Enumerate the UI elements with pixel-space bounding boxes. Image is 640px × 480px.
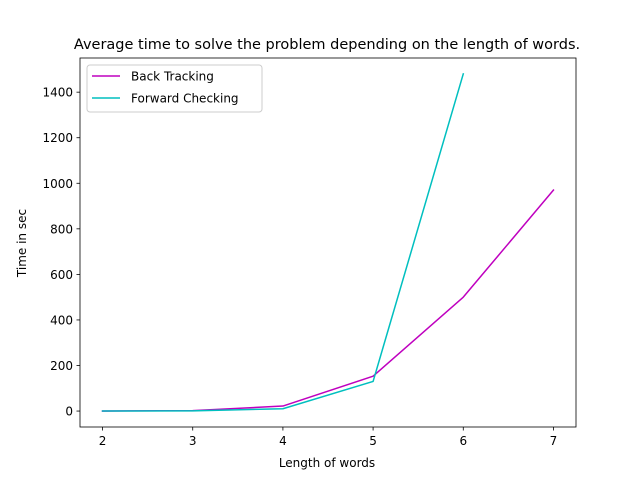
x-tick-label-6: 6 <box>459 434 467 448</box>
y-axis-title: Time in sec <box>15 209 29 278</box>
x-tick-label-7: 7 <box>550 434 558 448</box>
plot-area: 2 3 4 5 6 7 0 200 400 600 800 1000 1200 1400 Back Trac… <box>42 57 577 448</box>
series-line-2 <box>101 73 465 412</box>
legend-label-1: Back Tracking <box>131 70 214 84</box>
y-tick-label-1000: 1000 <box>42 177 73 191</box>
series-line-1 <box>101 189 555 412</box>
y-tick-label-1200: 1200 <box>42 131 73 145</box>
x-tick-label-3: 3 <box>189 434 197 448</box>
plot-frame <box>79 57 577 428</box>
chart-title: Average time to solve the problem depend… <box>74 37 580 53</box>
y-tick-label-400: 400 <box>50 313 73 327</box>
legend-box <box>86 64 263 113</box>
y-tick-label-600: 600 <box>50 268 73 282</box>
legend-label-2: Forward Checking <box>131 92 239 106</box>
y-tick-label-800: 800 <box>50 222 73 236</box>
x-tick-label-2: 2 <box>99 434 107 448</box>
x-tick-label-4: 4 <box>279 434 287 448</box>
y-tick-label-200: 200 <box>50 359 73 373</box>
y-tick-label-0: 0 <box>65 405 73 419</box>
y-tick-label-1400: 1400 <box>42 86 73 100</box>
x-axis-title: Length of words <box>279 456 375 470</box>
x-tick-label-5: 5 <box>369 434 377 448</box>
